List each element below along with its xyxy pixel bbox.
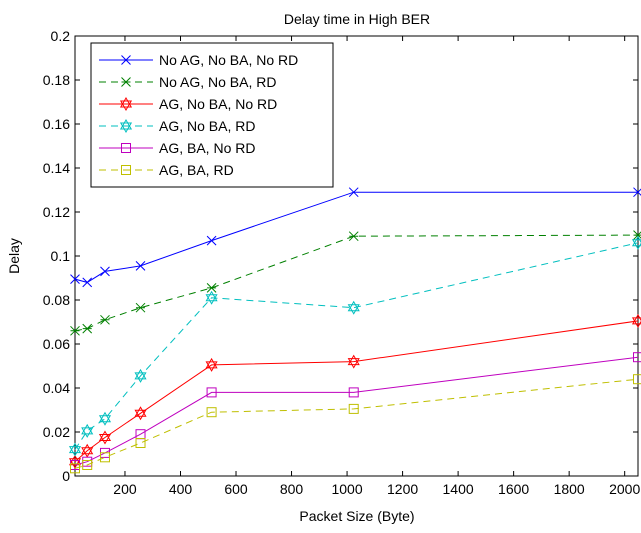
- x-tick-label: 2000: [609, 481, 640, 497]
- legend-label: AG, BA, RD: [159, 162, 234, 178]
- y-tick-label: 0.08: [43, 292, 70, 308]
- y-tick-label: 0.12: [43, 204, 70, 220]
- legend-label: AG, No BA, RD: [159, 118, 255, 134]
- y-tick-label: 0.14: [43, 160, 70, 176]
- x-tick-label: 200: [113, 481, 137, 497]
- x-tick-label: 400: [169, 481, 193, 497]
- chart-title: Delay time in High BER: [284, 11, 430, 27]
- y-tick-label: 0.02: [43, 424, 70, 440]
- legend-label: No AG, No BA, RD: [159, 74, 276, 90]
- x-tick-label: 600: [224, 481, 248, 497]
- x-tick-label: 800: [280, 481, 304, 497]
- y-axis-label: Delay: [6, 238, 22, 274]
- legend-label: AG, BA, No RD: [159, 140, 255, 156]
- legend-label: No AG, No BA, No RD: [159, 52, 298, 68]
- y-tick-label: 0.2: [51, 28, 71, 44]
- x-axis-label: Packet Size (Byte): [299, 508, 414, 524]
- x-tick-label: 1400: [443, 481, 474, 497]
- y-tick-label: 0.06: [43, 336, 70, 352]
- legend-label: AG, No BA, No RD: [159, 96, 277, 112]
- x-tick-label: 1600: [498, 481, 529, 497]
- x-tick-label: 1800: [554, 481, 585, 497]
- x-tick-label: 1200: [387, 481, 418, 497]
- legend: No AG, No BA, No RD No AG, No BA, RD AG, N…: [91, 43, 333, 187]
- y-tick-label: 0.04: [43, 380, 70, 396]
- legend-entry: AG, No BA, No RD: [99, 96, 277, 112]
- y-tick-label: 0.16: [43, 116, 70, 132]
- y-tick-label: 0.18: [43, 72, 70, 88]
- y-tick-label: 0.1: [51, 248, 71, 264]
- y-tick-label: 0: [62, 468, 70, 484]
- x-tick-label: 1000: [331, 481, 362, 497]
